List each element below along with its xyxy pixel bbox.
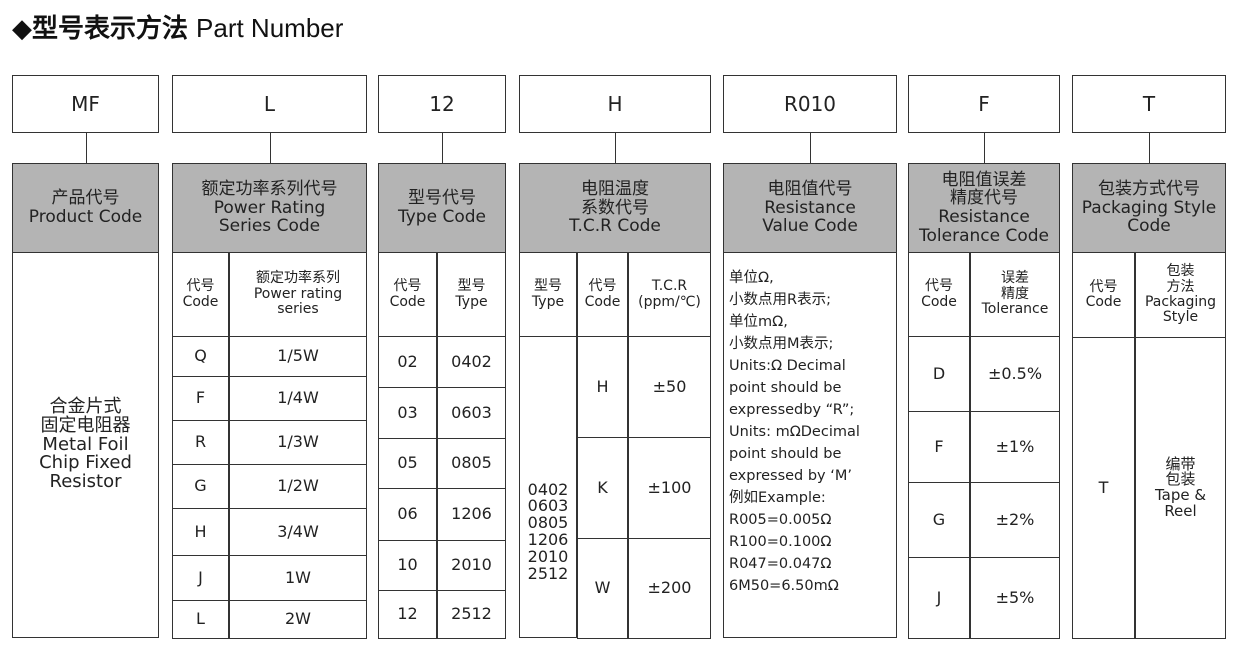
code-box: H (519, 75, 711, 133)
code-cell: 12 (378, 590, 437, 639)
value-cell: 1/4W (229, 376, 367, 421)
title-cn: 型号表示方法 (32, 14, 189, 44)
value-cell: ±100 (628, 437, 711, 539)
value-cell: 1W (229, 555, 367, 601)
code-cell: H (577, 336, 628, 438)
value-cell: 1/5W (229, 336, 367, 377)
connector-line (269, 133, 271, 163)
sub-header: 型号 Type (437, 252, 506, 337)
code-cell: J (908, 557, 970, 639)
sub-header: 包装 方法 Packaging Style (1135, 252, 1226, 338)
sub-header: 代号 Code (577, 252, 628, 337)
connector-line (615, 133, 616, 163)
sub-header: 代号 Code (908, 252, 970, 337)
diamond-bullet-icon: ◆ (12, 14, 32, 44)
column-header: 额定功率系列代号 Power Rating Series Code (172, 163, 367, 253)
code-cell: H (172, 508, 229, 556)
code-box: T (1072, 75, 1226, 133)
value-cell: 0805 (437, 438, 506, 489)
code-cell: W (577, 538, 628, 639)
code-cell: F (172, 376, 229, 421)
code-cell: J (172, 555, 229, 601)
code-cell: 02 (378, 336, 437, 388)
value-cell: ±5% (970, 557, 1060, 639)
sub-header: 代号 Code (378, 252, 437, 337)
value-cell: 0603 (437, 387, 506, 439)
column-header: 电阻温度 系数代号 T.C.R Code (519, 163, 711, 253)
sub-header: T.C.R (ppm/℃) (628, 252, 711, 337)
code-cell: 05 (378, 438, 437, 489)
code-cell: R (172, 420, 229, 465)
value-cell: ±0.5% (970, 336, 1060, 412)
value-cell: 编带 包装 Tape & Reel (1135, 337, 1226, 639)
connector-line (984, 133, 985, 163)
code-cell: T (1072, 337, 1135, 639)
value-cell: 3/4W (229, 508, 367, 556)
code-cell: Q (172, 336, 229, 377)
value-cell: 1206 (437, 488, 506, 541)
code-box: 12 (378, 75, 506, 133)
code-cell: G (908, 482, 970, 558)
code-cell: 10 (378, 540, 437, 591)
sub-header: 代号 Code (172, 252, 229, 337)
page-title: ◆型号表示方法 Part Number (12, 8, 343, 45)
value-cell: ±200 (628, 538, 711, 639)
connector-line (1149, 133, 1150, 163)
code-cell: K (577, 437, 628, 539)
code-box: L (172, 75, 367, 133)
column-header: 包装方式代号 Packaging Style Code (1072, 163, 1226, 253)
title-en: Part Number (196, 13, 344, 43)
connector-line (442, 133, 443, 163)
column-header: 电阻值代号 Resistance Value Code (723, 163, 897, 253)
column-header: 电阻值误差 精度代号 Resistance Tolerance Code (908, 163, 1060, 253)
code-cell: D (908, 336, 970, 412)
connector-line (810, 133, 811, 163)
value-cell: 2W (229, 600, 367, 639)
sub-header: 型号 Type (519, 252, 577, 337)
sub-header: 额定功率系列 Power rating series (229, 252, 367, 337)
code-cell: 03 (378, 387, 437, 439)
type-list: 0402 0603 0805 1206 2010 2512 (519, 336, 577, 638)
value-cell: 1/3W (229, 420, 367, 465)
value-cell: ±1% (970, 411, 1060, 483)
connector-line (85, 133, 87, 163)
value-cell: ±2% (970, 482, 1060, 558)
code-cell: L (172, 600, 229, 639)
sub-header: 代号 Code (1072, 252, 1135, 338)
column-header: 型号代号 Type Code (378, 163, 506, 253)
code-box: MF (12, 75, 159, 133)
value-cell: 1/2W (229, 464, 367, 509)
value-cell: 0402 (437, 336, 506, 388)
description: 合金片式 固定电阻器 Metal Foil Chip Fixed Resisto… (12, 252, 159, 638)
sub-header: 误差 精度 Tolerance (970, 252, 1060, 337)
value-cell: ±50 (628, 336, 711, 438)
code-cell: 06 (378, 488, 437, 541)
code-box: R010 (723, 75, 897, 133)
code-cell: F (908, 411, 970, 483)
value-cell: 2010 (437, 540, 506, 591)
code-box: F (908, 75, 1060, 133)
value-cell: 2512 (437, 590, 506, 639)
code-cell: G (172, 464, 229, 509)
resistance-description: 单位Ω, 小数点用R表示; 单位mΩ, 小数点用M表示; Units:Ω Dec… (723, 252, 897, 638)
column-header: 产品代号 Product Code (12, 163, 159, 253)
